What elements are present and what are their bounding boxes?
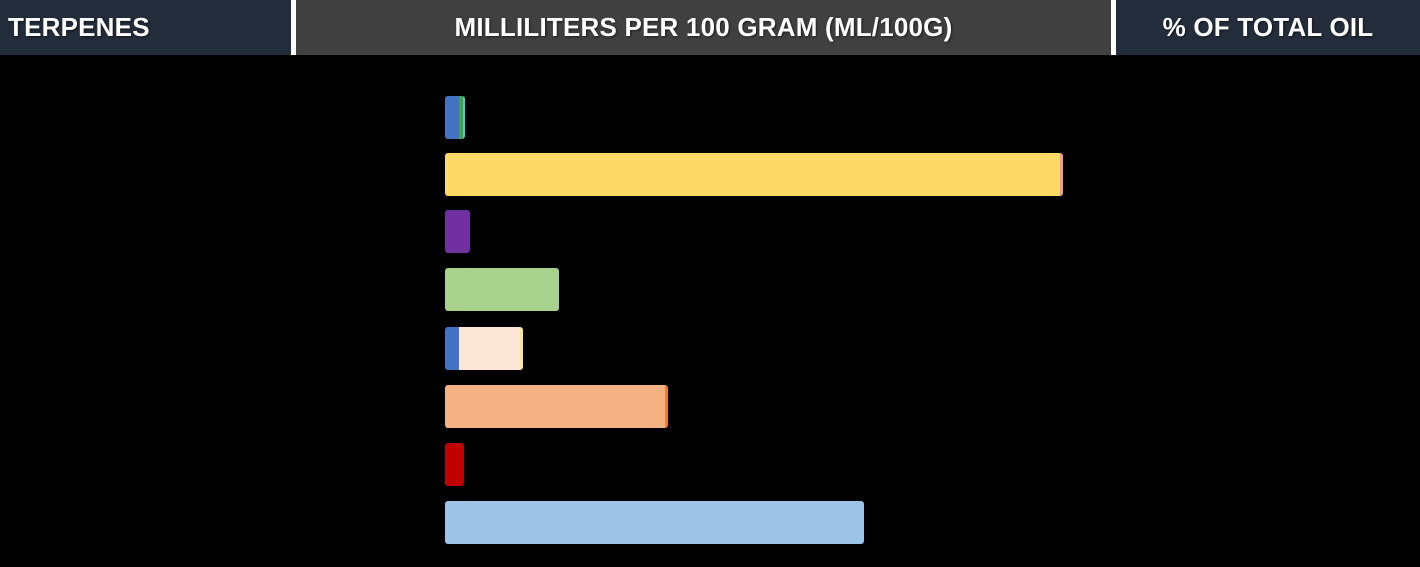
bar-segment [459,96,463,139]
bar-segment [445,443,464,486]
bar-row [445,443,464,486]
table-header: TERPENES MILLILITERS PER 100 GRAM (ML/10… [0,0,1420,55]
bar-segment [445,327,459,370]
bar-segment [445,268,559,311]
bar-row [445,96,465,139]
bar-segment [445,153,1060,196]
header-divider-right [1111,0,1116,55]
bar-row [445,153,1063,196]
bar-row [445,385,668,428]
bar-segment [459,327,520,370]
bar-segment [1060,153,1063,196]
bar-row [445,501,864,544]
bar-row [445,210,470,253]
header-cell-terpenes: TERPENES [0,0,291,55]
header-cell-ml-per-100g: MILLILITERS PER 100 GRAM (ML/100G) [296,0,1111,55]
bar-segment [665,385,668,428]
bar-segment [445,210,470,253]
bar-segment [445,501,864,544]
header-divider-left [291,0,296,55]
bar-segment [445,385,665,428]
bar-segment [463,96,465,139]
bar-row [445,327,523,370]
bar-segment [445,96,459,139]
bar-chart-plot-area [0,55,1420,567]
bar-segment [520,327,523,370]
header-cell-percent-of-total-oil: % OF TOTAL OIL [1116,0,1420,55]
bar-row [445,268,559,311]
